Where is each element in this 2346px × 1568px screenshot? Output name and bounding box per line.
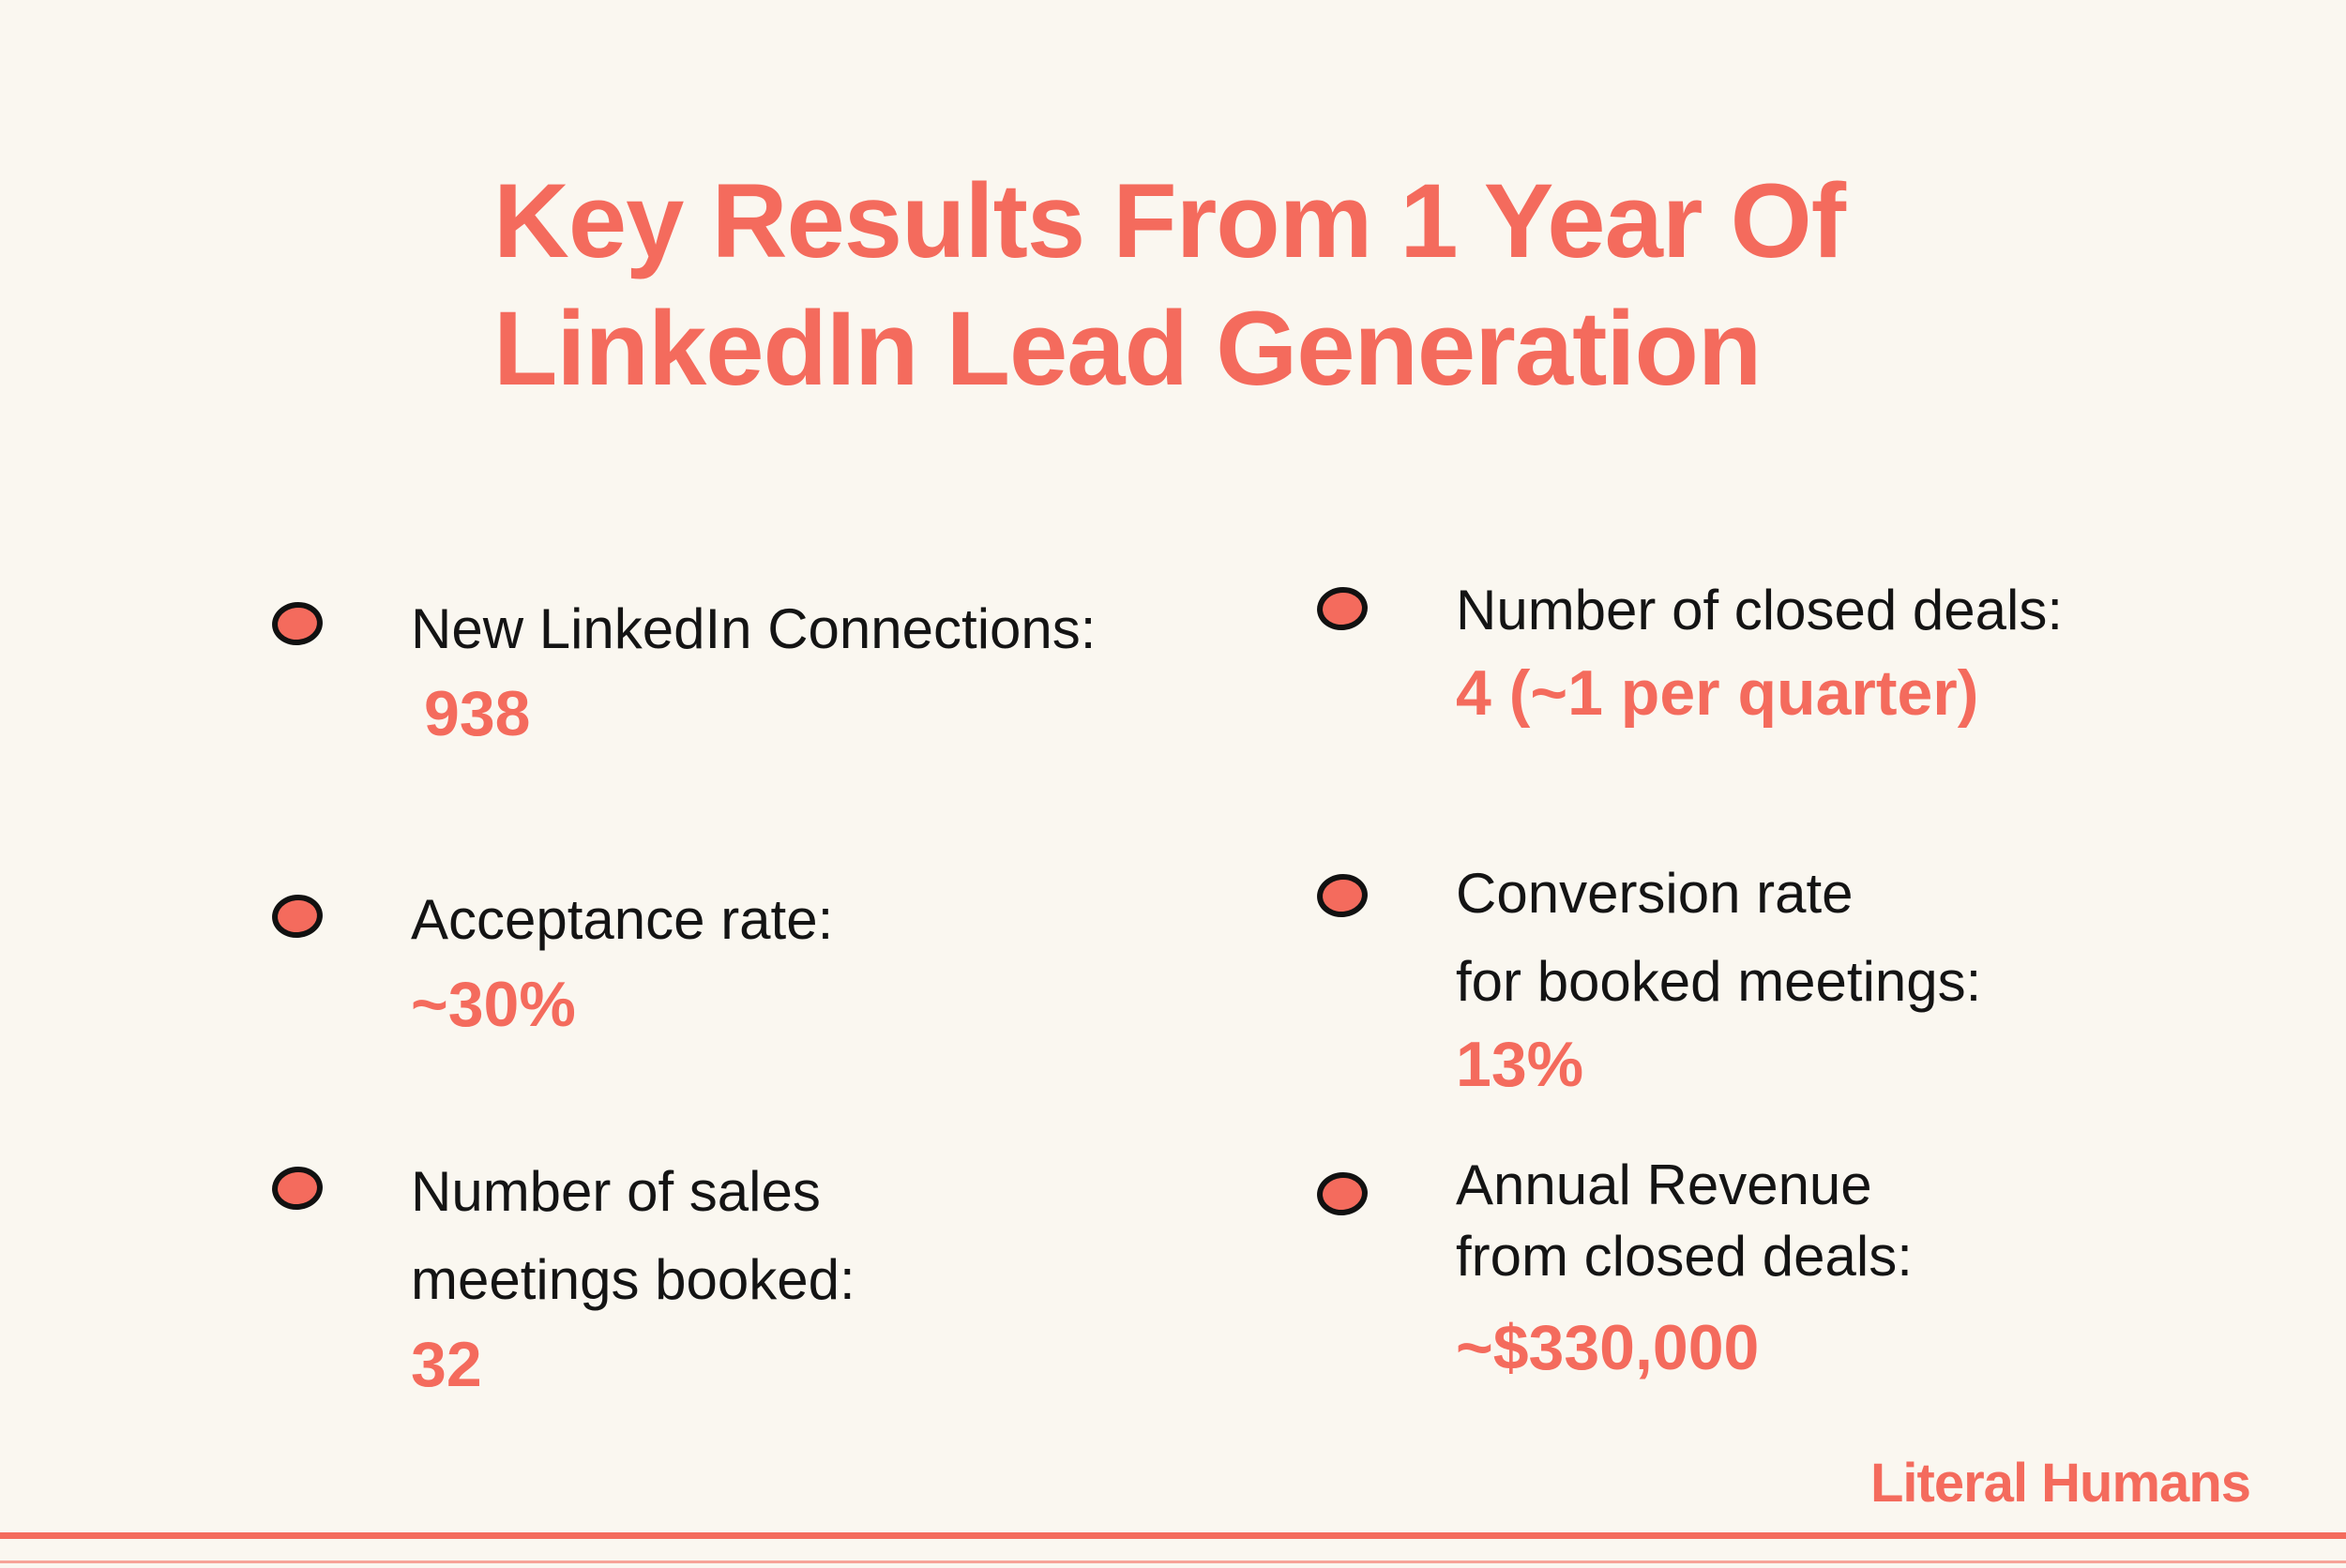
title-line-2: LinkedIn Lead Generation (493, 290, 1762, 407)
metric-value: 4 (~1 per quarter) (1456, 657, 1979, 729)
bullet-dot-icon (1314, 871, 1370, 920)
metric-label: Number of sales meetings booked: (411, 1148, 855, 1324)
bottom-divider (0, 1532, 2346, 1539)
bottom-divider-secondary (0, 1560, 2346, 1563)
metric-label: New LinkedIn Connections: (411, 597, 1097, 660)
metric-value: ~30% (411, 969, 576, 1040)
metric-label-line: for booked meetings: (1456, 950, 1982, 1013)
bullet-dot-icon (269, 892, 325, 941)
metric-label-line: from closed deals: (1456, 1225, 1913, 1288)
page-title: Key Results From 1 Year Of LinkedIn Lead… (493, 158, 2088, 413)
metric-label: Acceptance rate: (411, 888, 834, 951)
metric-label-line: Annual Revenue (1456, 1153, 1872, 1216)
metric-label: Conversion rate for booked meetings: (1456, 850, 1981, 1026)
metric-label: Number of closed deals: (1456, 579, 2063, 641)
metric-value: 938 (424, 678, 531, 749)
metric-label-line: meetings booked: (411, 1248, 855, 1311)
bullet-dot-icon (269, 1164, 325, 1213)
metric-value: 13% (1456, 1029, 1584, 1100)
metric-label: Annual Revenue from closed deals: (1456, 1150, 1913, 1292)
bullet-dot-icon (1314, 1169, 1370, 1218)
metric-label-line: Number of sales (411, 1160, 821, 1223)
bullet-dot-icon (269, 599, 325, 648)
metric-value: ~$330,000 (1456, 1312, 1760, 1383)
metric-label-line: Conversion rate (1456, 862, 1854, 925)
brand-logo: Literal Humans (1870, 1453, 2251, 1514)
title-line-1: Key Results From 1 Year Of (493, 162, 1846, 279)
metric-value: 32 (411, 1329, 482, 1400)
bullet-dot-icon (1314, 584, 1370, 633)
